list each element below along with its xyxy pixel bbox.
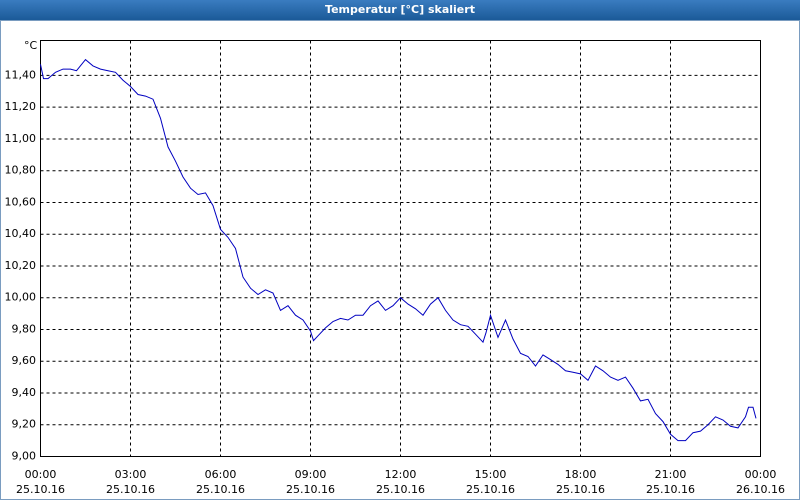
y-tick-label: 9,40 [12,386,37,399]
y-tick-label: 11,40 [5,68,37,81]
y-tick-label: 10,80 [5,164,37,177]
y-tick-label: 9,20 [12,418,37,431]
x-tick-label: 21:00 [655,468,687,481]
title-bar [0,0,800,20]
x-tick-label: 09:00 [295,468,327,481]
y-tick-label: 9,80 [12,322,37,335]
y-tick-label: 10,20 [5,259,37,272]
x-tick-label: 18:00 [565,468,597,481]
x-tick-label: 00:00 [745,468,777,481]
x-tick-date: 25.10.16 [286,483,335,496]
y-tick-label: 9,00 [12,450,37,463]
x-tick-date: 25.10.16 [466,483,515,496]
x-tick-date: 26.10.16 [736,483,785,496]
y-tick-label: 11,00 [5,132,37,145]
x-tick-date: 25.10.16 [196,483,245,496]
y-axis-unit: °C [24,39,38,52]
x-tick-label: 03:00 [115,468,147,481]
y-tick-label: 10,00 [5,291,37,304]
y-tick-label: 11,20 [5,100,37,113]
x-tick-date: 25.10.16 [16,483,65,496]
y-tick-label: 9,60 [12,354,37,367]
x-tick-date: 25.10.16 [646,483,695,496]
x-tick-date: 25.10.16 [376,483,425,496]
x-tick-date: 25.10.16 [556,483,605,496]
x-tick-label: 12:00 [385,468,417,481]
chart-title: Temperatur [°C] skaliert [325,3,475,16]
x-tick-date: 25.10.16 [106,483,155,496]
x-tick-label: 00:00 [25,468,57,481]
y-tick-label: 10,60 [5,195,37,208]
data-line [40,58,757,442]
plot-area [40,40,761,457]
y-tick-label: 10,40 [5,227,37,240]
x-tick-label: 15:00 [475,468,507,481]
x-tick-label: 06:00 [205,468,237,481]
